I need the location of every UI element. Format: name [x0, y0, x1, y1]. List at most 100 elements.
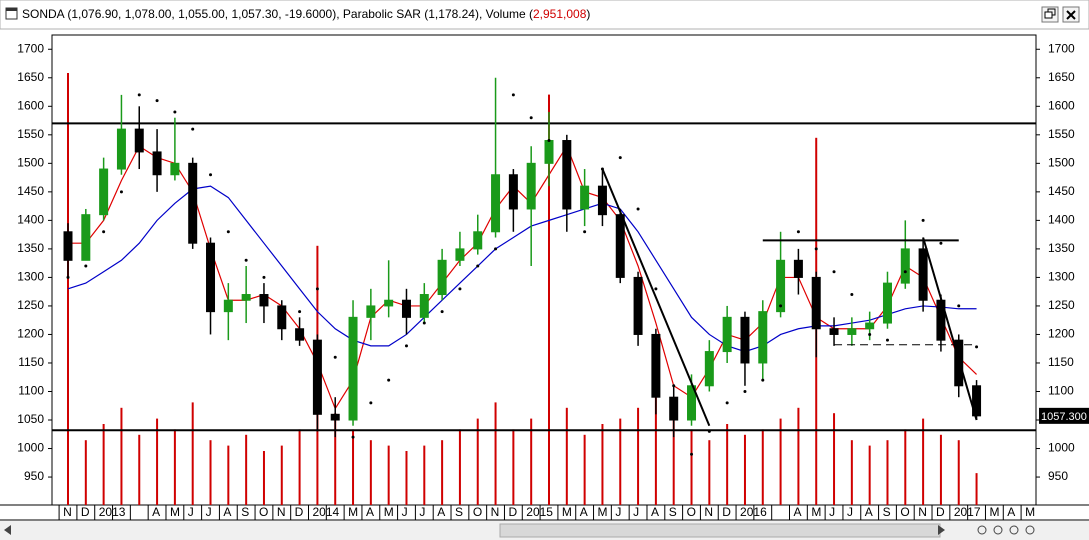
x-tick-label: S: [241, 505, 249, 519]
zoom-reset[interactable]: [1025, 525, 1035, 535]
moving-average: [67, 185, 977, 353]
volume-bar: [423, 445, 426, 505]
candle-body: [152, 151, 162, 176]
sar-dot: [191, 127, 195, 131]
sar-dot: [939, 241, 943, 245]
candle-body: [954, 339, 964, 387]
zoom-in[interactable]: [993, 525, 1003, 535]
y-tick-label: 1300: [17, 270, 44, 284]
scroll-right[interactable]: [938, 525, 945, 535]
x-tick-label: A: [223, 505, 231, 519]
volume-bar: [530, 418, 533, 505]
window-title: SONDA (1,076.90, 1,078.00, 1,055.00, 1,0…: [22, 7, 590, 21]
y-tick-label-right: 1700: [1048, 41, 1075, 55]
restore-button[interactable]: [1041, 6, 1059, 23]
x-tick-label: M: [384, 505, 394, 519]
x-tick-label: J: [419, 505, 425, 519]
scroll-left[interactable]: [4, 525, 11, 535]
candle-body: [419, 294, 429, 318]
title-main: SONDA (1,076.90, 1,078.00, 1,055.00, 1,0…: [22, 7, 533, 21]
candle-body: [99, 168, 109, 216]
close-button[interactable]: [1062, 6, 1080, 23]
y-tick-label: 1350: [17, 241, 44, 255]
close-icon: [1066, 10, 1076, 20]
x-tick-label: S: [883, 505, 891, 519]
sar-dot: [315, 287, 319, 291]
volume-bar: [369, 440, 372, 505]
candle-body: [615, 214, 625, 278]
candle-body: [669, 396, 679, 421]
candle-body: [972, 385, 982, 417]
volume-bar: [405, 451, 408, 505]
sar-dot: [422, 321, 426, 325]
candle-body: [562, 140, 572, 210]
volume-bar: [245, 434, 248, 505]
volume-bar: [173, 429, 176, 505]
sar-dot: [707, 429, 711, 433]
sar-dot: [84, 264, 88, 268]
plot: [52, 73, 1036, 505]
y-tick-label: 1600: [17, 98, 44, 112]
x-tick-label: M: [170, 505, 180, 519]
title-bar: [0, 0, 1089, 30]
zoom-fit[interactable]: [977, 525, 987, 535]
sar-dot: [672, 384, 676, 388]
sar-dot: [975, 345, 979, 349]
candle-body: [847, 328, 857, 335]
x-tick-label: J: [829, 505, 835, 519]
candle-body: [704, 351, 714, 387]
restore-icon: [1044, 11, 1053, 19]
zoom-controls[interactable]: [977, 525, 1035, 535]
volume-bar: [262, 451, 265, 505]
y-tick-label-right: 1350: [1048, 241, 1075, 255]
candle-body: [544, 140, 554, 164]
window-icon-bar: [6, 8, 17, 11]
candle-body: [437, 259, 447, 296]
sar-dot: [119, 190, 123, 194]
x-tick-label: M: [811, 505, 821, 519]
volume-bar: [280, 445, 283, 505]
candle-body: [865, 322, 875, 330]
volume-bar: [334, 413, 337, 505]
candle-body: [206, 242, 216, 313]
candle-body: [81, 214, 91, 261]
candle-body: [259, 294, 269, 307]
candle-body: [722, 316, 732, 353]
candle-body: [776, 259, 786, 313]
sar-dot: [333, 355, 337, 359]
candle-body: [312, 339, 322, 415]
candle-body: [740, 316, 750, 364]
candle-body: [829, 328, 839, 335]
y-tick-label: 1100: [18, 384, 44, 398]
volume-bar: [156, 418, 159, 505]
y-tick-label-right: 1000: [1048, 441, 1075, 455]
volume-bar: [512, 429, 515, 505]
y-tick-label-right: 950: [1048, 469, 1068, 483]
volume-bar: [797, 407, 800, 505]
volume-bar: [654, 397, 657, 505]
sar-dot: [369, 401, 373, 405]
y-tick-label: 1250: [17, 298, 44, 312]
sar-dot: [511, 93, 515, 97]
sar-dot: [850, 293, 854, 297]
volume-bar: [922, 418, 925, 505]
volume-bar: [619, 418, 622, 505]
candle-body: [758, 311, 768, 364]
title-end: ): [586, 7, 590, 21]
volume-bar: [102, 424, 105, 505]
x-tick-label: J: [188, 505, 194, 519]
moving-average: [68, 144, 977, 410]
zoom-out[interactable]: [1009, 525, 1019, 535]
x-tick-label: D: [722, 505, 731, 519]
volume-bar: [67, 73, 69, 505]
scroll-thumb[interactable]: [499, 523, 941, 538]
price-tag-label: 1057.300: [1041, 411, 1087, 423]
x-tick-label: O: [900, 505, 909, 519]
volume-bar: [227, 445, 230, 505]
sar-dot: [458, 287, 462, 291]
x-tick-label: J: [847, 505, 853, 519]
volume-bar: [957, 440, 960, 505]
volume-bar: [138, 434, 141, 505]
sar-dot: [814, 247, 818, 251]
